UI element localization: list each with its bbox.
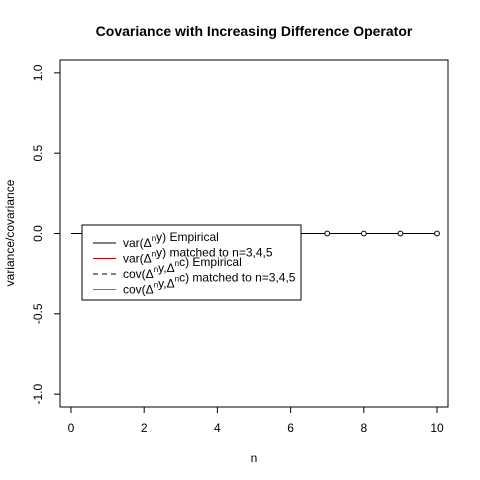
x-tick-label: 6 [287, 421, 294, 435]
data-point [434, 230, 440, 237]
legend-label: cov(Δny,Δnc) Empirical [123, 255, 242, 281]
x-axis-label: n [251, 451, 258, 465]
y-axis: -1.0 -0.5 0.0 0.5 1.0 [31, 64, 60, 404]
chart-title: Covariance with Increasing Difference Op… [96, 23, 413, 39]
data-point [397, 230, 404, 237]
x-tick-label: 2 [141, 421, 148, 435]
data-point [324, 230, 331, 237]
y-tick-label: 0.0 [31, 225, 45, 242]
y-axis-label: variance/covariance [3, 179, 17, 286]
y-tick-label: -0.5 [31, 303, 45, 324]
legend-label: var(Δny) Empirical [123, 230, 219, 250]
y-tick-label: -1.0 [31, 383, 45, 404]
x-tick-label: 4 [214, 421, 221, 435]
x-tick-label: 10 [430, 421, 444, 435]
y-tick-label: 0.5 [31, 145, 45, 162]
legend-label: cov(Δny,Δnc) matched to n=3,4,5 [123, 271, 296, 297]
x-axis: 0 2 4 6 8 10 [68, 407, 444, 435]
legend-label: var(Δny) matched to n=3,4,5 [123, 246, 273, 266]
legend-box [81, 224, 302, 301]
y-tick-label: 1.0 [31, 64, 45, 81]
x-tick-label: 8 [360, 421, 367, 435]
data-point [360, 230, 367, 237]
x-tick-label: 0 [68, 421, 75, 435]
